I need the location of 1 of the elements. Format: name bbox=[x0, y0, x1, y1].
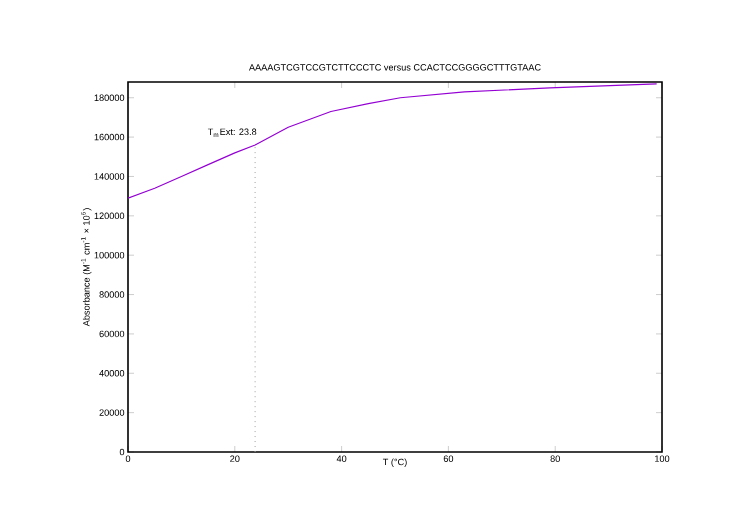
line-series bbox=[128, 83, 658, 199]
